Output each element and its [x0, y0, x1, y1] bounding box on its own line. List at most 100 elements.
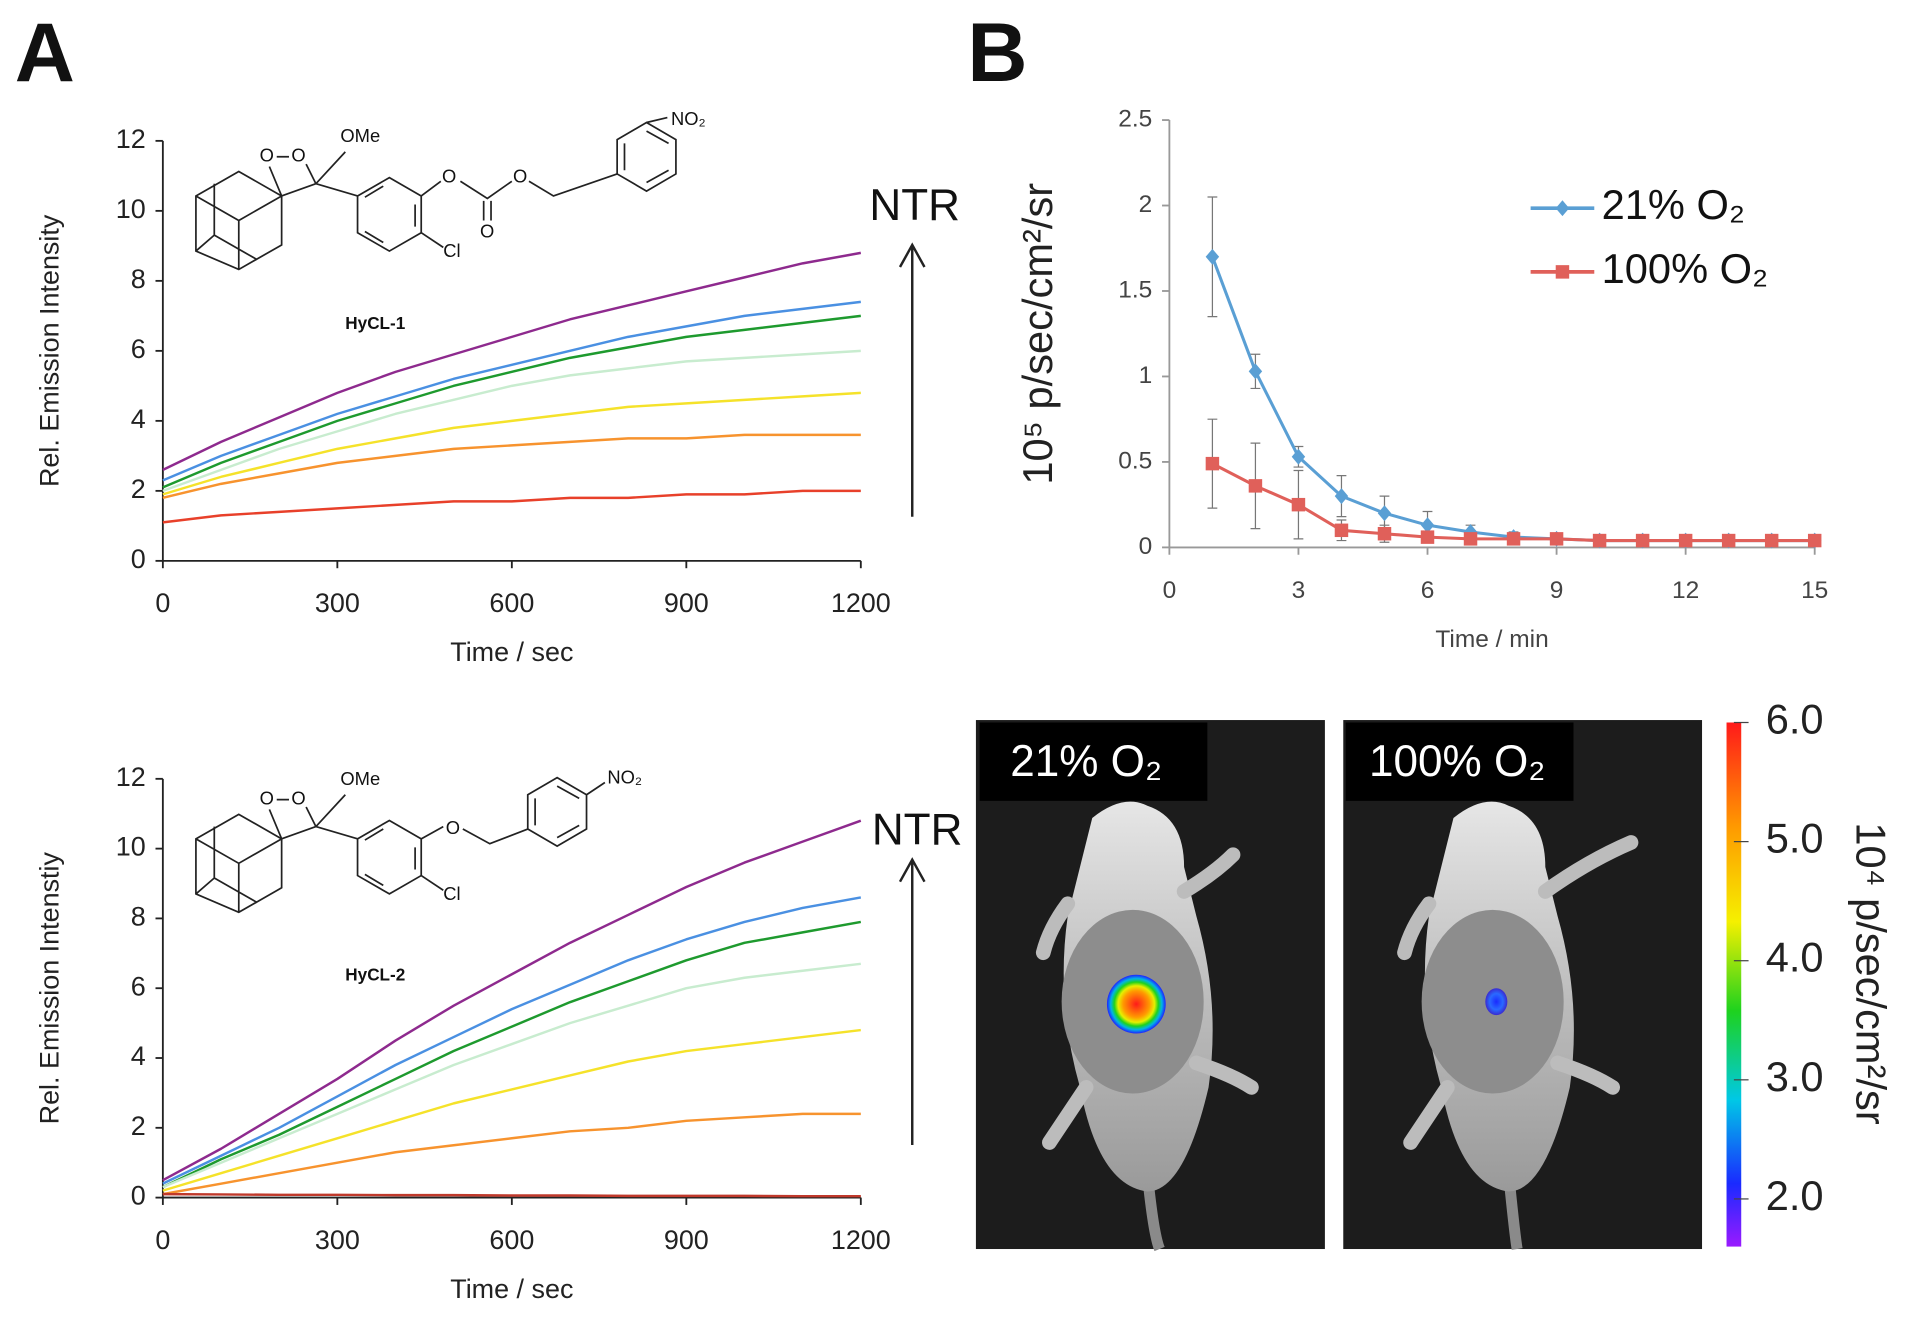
- colorbar-tick-label: 4.0: [1766, 934, 1824, 981]
- data-line: [162, 433, 861, 500]
- marker: [1291, 497, 1306, 512]
- arrow-label: NTR: [872, 805, 963, 854]
- y-tick-label: 8: [131, 902, 146, 932]
- y-tick-label: 4: [131, 1041, 146, 1071]
- marker: [1549, 532, 1564, 546]
- data-line: [162, 251, 862, 471]
- x-tick-label: 3: [1292, 577, 1306, 604]
- atom-label: OMe: [340, 768, 380, 789]
- x-axis-title: Time / min: [1435, 626, 1548, 653]
- image-panel: 100% O₂: [1343, 720, 1703, 1250]
- x-tick-label: 300: [315, 1225, 360, 1255]
- marker: [1377, 505, 1392, 522]
- atom-label: Cl: [443, 883, 460, 904]
- atom-label: Cl: [443, 240, 460, 261]
- atom-label: O: [442, 165, 456, 186]
- x-tick-label: 600: [489, 1225, 534, 1255]
- data-line: [162, 300, 861, 482]
- data-line: [162, 1028, 861, 1192]
- legend-marker: [1555, 200, 1570, 217]
- structure: O O OMe O NO₂ Cl HyCL-2: [195, 767, 642, 985]
- panel-label: B: [967, 6, 1027, 99]
- x-tick-label: 300: [315, 588, 360, 618]
- data-line: [162, 349, 861, 493]
- y-tick-label: 8: [131, 264, 146, 294]
- image-panel: 21% O₂: [975, 720, 1325, 1252]
- y-tick-label: 12: [116, 762, 146, 792]
- marker: [1291, 448, 1306, 465]
- marker: [1205, 248, 1220, 265]
- marker: [1764, 533, 1779, 548]
- data-line: [162, 314, 861, 489]
- data-line: [162, 962, 861, 1189]
- marker: [1334, 523, 1349, 538]
- colorbar-label: 10⁴ p/sec/cm²/sr: [1847, 822, 1894, 1125]
- data-line: [162, 819, 862, 1182]
- y-tick-label: 1: [1139, 362, 1153, 389]
- atom-label: O: [260, 145, 274, 166]
- legend-label: 100% O₂: [1602, 245, 1769, 292]
- atom-label: OMe: [340, 125, 380, 146]
- marker: [1721, 533, 1736, 548]
- marker: [1807, 533, 1822, 548]
- marker: [1248, 479, 1263, 493]
- y-tick-label: 2: [1139, 191, 1153, 218]
- y-tick-label: 12: [116, 124, 146, 154]
- x-tick-label: 15: [1801, 577, 1828, 604]
- atom-label: O: [513, 165, 527, 186]
- y-tick-label: 6: [131, 971, 146, 1001]
- x-tick-label: 6: [1421, 577, 1435, 604]
- colorbar-tick-label: 2.0: [1766, 1172, 1824, 1219]
- arrow-label: NTR: [869, 181, 960, 230]
- y-axis-title: Rel. Emission Intensity: [35, 214, 65, 487]
- marker: [1506, 532, 1521, 546]
- marker: [1377, 526, 1392, 541]
- colorbar-tick-label: 3.0: [1766, 1053, 1824, 1100]
- y-tick-label: 4: [131, 404, 146, 434]
- data-line: [162, 391, 861, 496]
- y-axis-title: 10⁵ p/sec/cm²/sr: [1014, 183, 1061, 485]
- marker: [1592, 533, 1607, 548]
- colorbar-ticks: 6.0 5.0 4.0 3.0 2.0: [1733, 696, 1824, 1219]
- legend-marker: [1555, 265, 1570, 279]
- x-tick-label: 12: [1672, 577, 1699, 604]
- atom-label: O: [291, 787, 305, 808]
- marker: [1420, 530, 1435, 544]
- marker: [1334, 488, 1349, 505]
- atom-label: O: [291, 145, 305, 166]
- marker: [1635, 533, 1650, 548]
- data-line: [162, 896, 862, 1185]
- data-line: [162, 920, 862, 1189]
- data-line: [162, 1192, 861, 1198]
- image-label: 100% O₂: [1369, 737, 1545, 786]
- x-tick-label: 0: [155, 1225, 170, 1255]
- y-axis-title: Rel. Emission Intenstiy: [35, 852, 65, 1125]
- y-tick-label: 2.5: [1118, 106, 1152, 133]
- structure: O O OMe O O O NO₂ Cl HyCL-1: [195, 108, 706, 333]
- arrow: [898, 857, 926, 1145]
- x-tick-label: 1200: [831, 1225, 891, 1255]
- data-line: [162, 1112, 861, 1196]
- atom-label: NO₂: [607, 767, 642, 788]
- x-tick-label: 900: [664, 1225, 709, 1255]
- colorbar-tick-label: 6.0: [1766, 696, 1824, 743]
- legend-label: 21% O₂: [1602, 181, 1745, 228]
- atom-label: O: [480, 221, 494, 242]
- data-line: [162, 489, 861, 524]
- x-axis-title: Time / sec: [450, 637, 573, 667]
- panel-label: A: [15, 6, 75, 99]
- y-tick-label: 6: [131, 334, 146, 364]
- x-tick-label: 1200: [831, 588, 891, 618]
- atom-label: O: [260, 787, 274, 808]
- y-tick-label: 10: [116, 194, 146, 224]
- image-label: 21% O₂: [1010, 737, 1162, 786]
- x-tick-label: 900: [664, 588, 709, 618]
- marker: [1678, 533, 1693, 548]
- colorbar: [1726, 722, 1742, 1247]
- y-tick-label: 10: [116, 832, 146, 862]
- arrow: [898, 242, 926, 517]
- atom-label: O: [446, 817, 460, 838]
- x-tick-label: 600: [489, 588, 534, 618]
- x-tick-label: 9: [1550, 577, 1564, 604]
